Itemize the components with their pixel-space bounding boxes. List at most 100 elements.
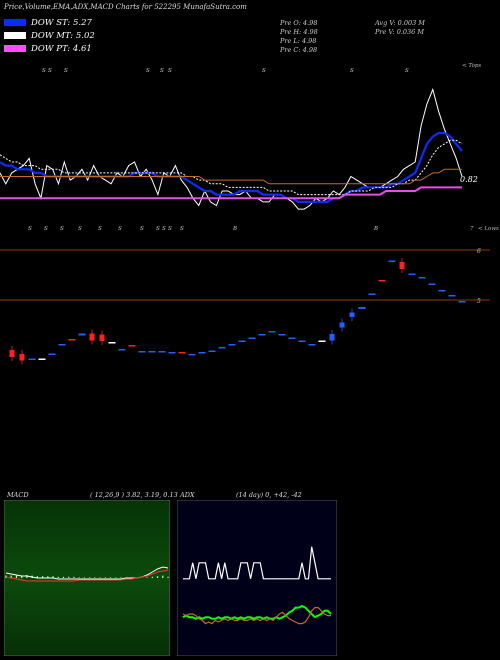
candle-body-17 xyxy=(178,352,186,354)
candle-body-6 xyxy=(68,339,76,341)
candle-body-22 xyxy=(228,344,236,346)
candle-body-5 xyxy=(58,344,66,346)
candle-body-40 xyxy=(408,273,416,275)
macd-lines xyxy=(5,566,169,582)
legend-swatch-pt xyxy=(4,45,26,52)
candle-body-15 xyxy=(158,351,166,353)
candle-body-44 xyxy=(448,295,456,297)
tops-label: < Tops xyxy=(462,63,481,69)
candle-body-10 xyxy=(108,342,116,344)
candle-body-39 xyxy=(399,262,405,269)
bottom-marker-12: B xyxy=(373,226,378,232)
chart-title: Price,Volume,EMA,ADX,MACD Charts for 522… xyxy=(4,3,247,11)
candle-body-37 xyxy=(378,280,386,282)
price-lines xyxy=(0,87,463,210)
adx-background xyxy=(177,500,337,656)
bottom-marker-2: S xyxy=(60,226,64,232)
bottom-marker-9: S xyxy=(168,226,172,232)
bottom-marker-10: S xyxy=(180,226,184,232)
price-series-line-2 xyxy=(0,139,463,196)
price-high: Pre H: 4.98 xyxy=(280,28,318,36)
price-open: Pre O: 4.98 xyxy=(280,19,318,27)
legend-swatch-st xyxy=(4,19,26,26)
candle-body-21 xyxy=(218,347,226,349)
lows-label: < Lows xyxy=(478,226,499,232)
candle-body-41 xyxy=(418,277,426,279)
macd-panel xyxy=(4,500,170,656)
candle-body-20 xyxy=(208,350,216,352)
lows-num-label: 7 xyxy=(470,226,474,232)
bottom-marker-11: B xyxy=(232,226,237,232)
price-low: Pre L: 4.98 xyxy=(280,37,317,45)
top-marker-3: S xyxy=(146,68,150,74)
candle-body-2 xyxy=(28,358,36,360)
candle-body-9 xyxy=(99,334,105,341)
macd-title: MACD xyxy=(7,491,29,499)
candle-body-1 xyxy=(19,354,25,361)
bottom-marker-1: S xyxy=(44,226,48,232)
legend-label-st: DOW ST: 5.27 xyxy=(31,18,92,28)
candles xyxy=(9,258,466,365)
candle-body-26 xyxy=(268,331,276,333)
candle-body-18 xyxy=(188,354,196,356)
bottom-marker-8: S xyxy=(162,226,166,232)
candle-body-11 xyxy=(118,349,126,351)
price-series-line-0 xyxy=(0,87,463,210)
candle-body-30 xyxy=(308,344,316,346)
legend-swatch-mt xyxy=(4,32,26,39)
top-marker-6: S xyxy=(262,68,266,74)
candle-body-27 xyxy=(278,334,286,336)
level-label-1: 5 xyxy=(477,298,481,305)
price-series-line-3 xyxy=(0,168,462,185)
bottom-marker-4: S xyxy=(98,226,102,232)
macd-params: ( 12,26,9 ) 3.82, 3.19, 0.13 xyxy=(90,491,178,499)
adx-lines xyxy=(182,546,332,625)
top-marker-7: S xyxy=(350,68,354,74)
candle-body-43 xyxy=(438,290,446,292)
top-marker-1: S xyxy=(48,68,52,74)
bottom-marker-5: S xyxy=(118,226,122,232)
candle-body-0 xyxy=(9,350,15,357)
candle-body-24 xyxy=(248,337,256,339)
candle-body-34 xyxy=(349,312,355,317)
candle-levels: 65 xyxy=(0,248,490,305)
candle-body-45 xyxy=(458,301,466,303)
pre-volume: Pre V: 0.036 M xyxy=(375,28,425,36)
bottom-marker-7: S xyxy=(156,226,160,232)
legend-label-mt: DOW MT: 5.02 xyxy=(31,31,95,41)
top-marker-4: S xyxy=(160,68,164,74)
candle-body-31 xyxy=(318,340,326,342)
adx-series-line-2 xyxy=(182,606,331,625)
top-marker-2: S xyxy=(64,68,68,74)
candle-body-29 xyxy=(298,340,306,342)
top-marker-5: S xyxy=(168,68,172,74)
legend-dow-pt: DOW PT: 4.61 xyxy=(4,44,92,54)
adx-panel xyxy=(177,500,337,656)
macd-series-line-1 xyxy=(5,569,169,582)
adx-series-line-1 xyxy=(182,604,332,620)
candle-body-42 xyxy=(428,283,436,285)
candle-body-4 xyxy=(48,353,56,355)
top-marker-0: S xyxy=(42,68,46,74)
candle-body-13 xyxy=(138,351,146,353)
legend-dow-mt: DOW MT: 5.02 xyxy=(4,31,95,41)
candle-body-23 xyxy=(238,340,246,342)
price-series-line-4 xyxy=(0,186,462,200)
candle-body-32 xyxy=(329,334,335,341)
candle-body-28 xyxy=(288,337,296,339)
bottom-marker-6: S xyxy=(140,226,144,232)
candle-body-33 xyxy=(339,322,345,328)
candle-body-14 xyxy=(148,351,156,353)
candle-body-25 xyxy=(258,334,266,336)
candle-body-36 xyxy=(368,293,376,295)
legend-dow-st: DOW ST: 5.27 xyxy=(4,18,92,28)
bottom-marker-0: S xyxy=(28,226,32,232)
adx-series-line-0 xyxy=(183,546,331,580)
candle-body-3 xyxy=(38,358,46,360)
candle-body-19 xyxy=(198,352,206,354)
candle-body-16 xyxy=(168,352,176,354)
